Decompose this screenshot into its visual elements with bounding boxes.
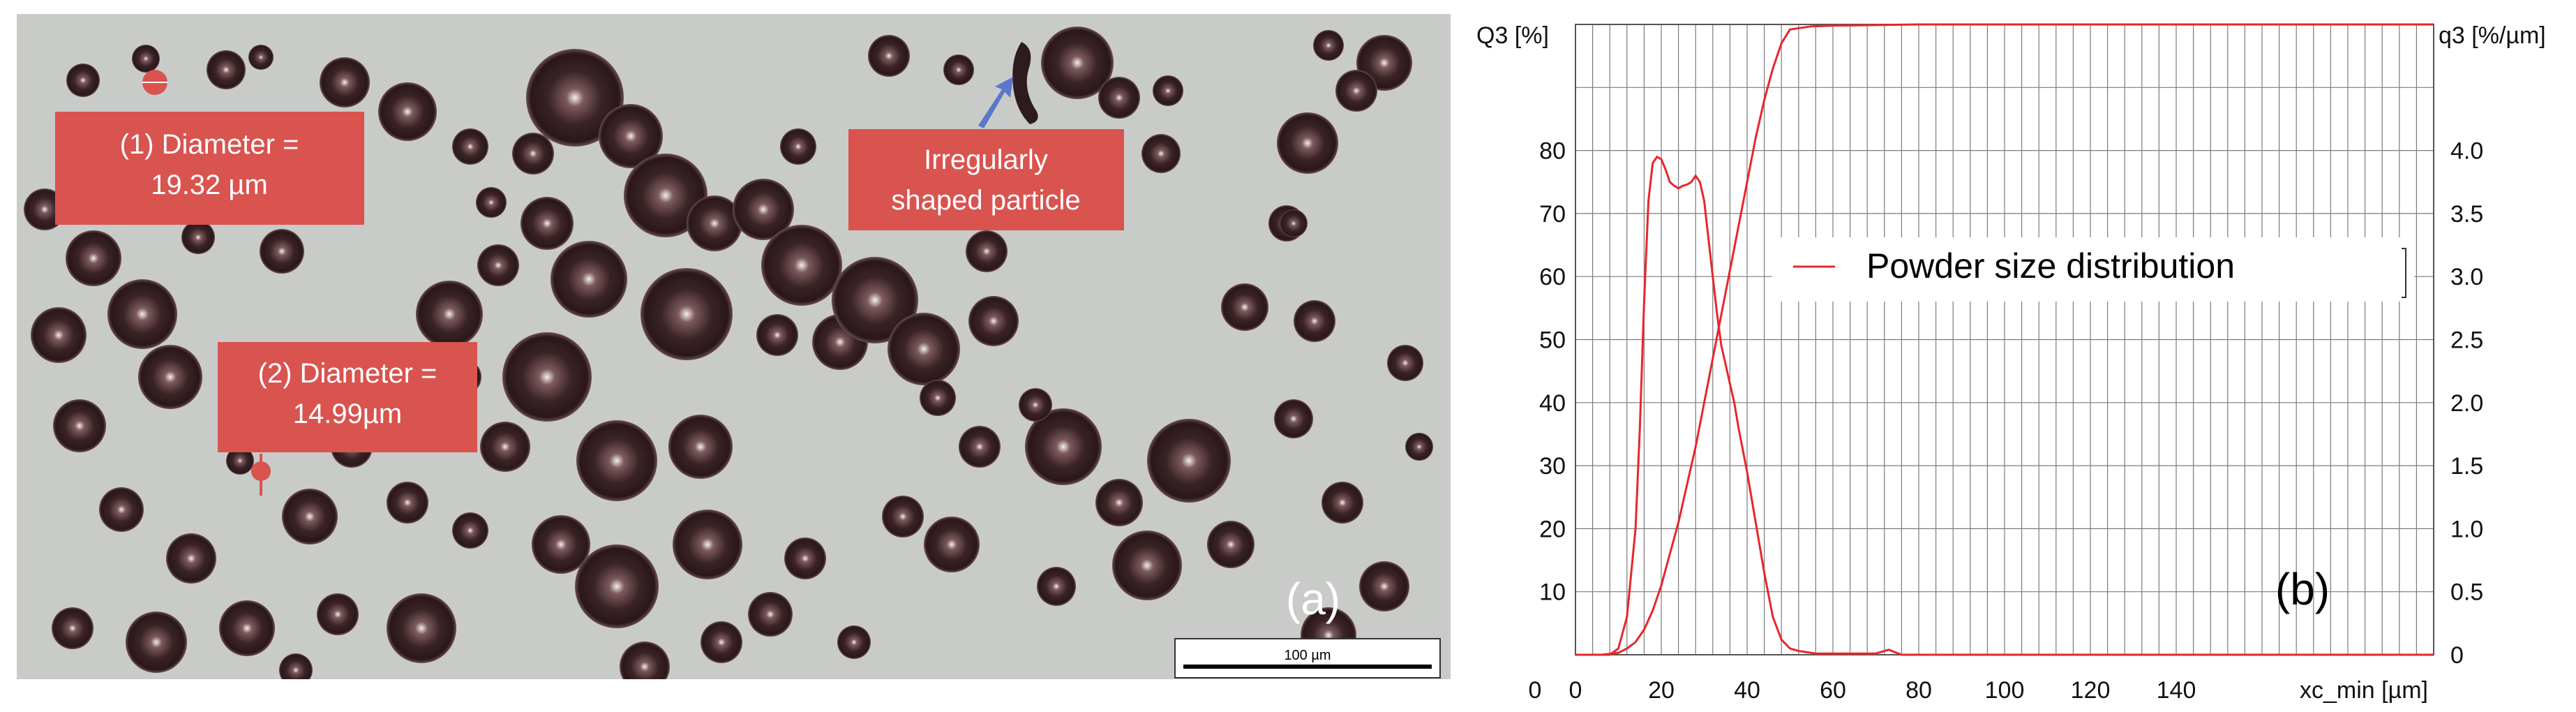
diameter-2-label-line1: (2) Diameter = [258,358,437,389]
x-tick-label: 140 [2157,677,2196,704]
y-right-tick-label: 3.0 [2450,264,2483,290]
y-right-tick-label: 2.5 [2450,327,2483,354]
x-axis-label: xc_min [µm] [2300,677,2428,704]
x-tick-label: 40 [1734,677,1760,704]
x-tick-label: 120 [2071,677,2111,704]
diameter-2-label-line2: 14.99µm [293,399,402,429]
chart-grid [1575,24,2434,655]
diameter-2-callout: (2) Diameter = 14.99µm [218,342,477,452]
y-right-tick-label: 2.0 [2450,390,2483,417]
y-left-tick-label: 30 [1539,453,1566,480]
y-right-tick-label: 0.5 [2450,579,2483,606]
axis-ticks: 0 0 20 40 60 80 100 120 140102030405060708000.51… [1529,138,2484,704]
scale-bar-label: 100 µm [1284,648,1331,663]
diameter-1-label-line2: 19.32 µm [151,170,268,200]
diameter-1-label-line1: (1) Diameter = [120,129,299,160]
irregular-label-line1: Irregularly [924,144,1048,175]
irregular-arrow-icon [978,77,1013,128]
chart-series [1575,23,2434,656]
x-tick-label: 60 [1820,677,1846,704]
irregular-particle [1012,42,1038,124]
x-tick-label: 100 [1985,677,2025,704]
x-origin-label: 0 [1529,677,1542,704]
legend-bracket [2402,248,2406,298]
y-left-tick-label: 20 [1539,516,1566,542]
legend: Powder size distribution [1772,237,2414,302]
x-tick-label: 20 [1648,677,1675,704]
size-distribution-chart: 0 0 20 40 60 80 100 120 140102030405060708000.51… [1476,22,2546,704]
irregular-label-line2: shaped particle [891,185,1080,216]
legend-entry: Powder size distribution [1866,246,2235,285]
y-right-tick-label: 1.5 [2450,453,2483,480]
diameter-2-marker [251,454,271,496]
panel-label-a: (a) [1286,574,1340,624]
y-right-tick-label: 3.5 [2450,201,2483,228]
y-left-tick-label: 80 [1539,138,1566,165]
diameter-1-marker [142,70,167,95]
scale-bar: 100 µm [1174,638,1441,678]
x-tick-label: 0 [1569,677,1582,704]
y-axis-right-label: q3 [%/µm] [2439,22,2546,49]
y-axis-left-label: Q3 [%] [1476,22,1549,49]
y-left-tick-label: 40 [1539,390,1566,417]
y-right-tick-label: 4.0 [2450,138,2483,165]
y-right-tick-label: 1.0 [2450,516,2483,542]
panel-label-b: (b) [2275,564,2330,614]
particle-layer [24,27,1433,679]
powder-micrograph: (1) Diameter = 19.32 µm (2) Diameter = 1… [17,14,1451,679]
q3-density-line [1575,156,2434,656]
y-left-tick-label: 70 [1539,201,1566,228]
Q3-cumulative-line [1575,23,2434,656]
irregular-particle-callout: Irregularly shaped particle [848,129,1124,230]
y-left-tick-label: 10 [1539,579,1566,606]
x-tick-label: 80 [1905,677,1932,704]
y-right-tick-label: 0 [2450,642,2464,669]
diameter-1-callout: (1) Diameter = 19.32 µm [55,112,364,225]
y-left-tick-label: 50 [1539,327,1566,354]
y-left-tick-label: 60 [1539,264,1566,290]
